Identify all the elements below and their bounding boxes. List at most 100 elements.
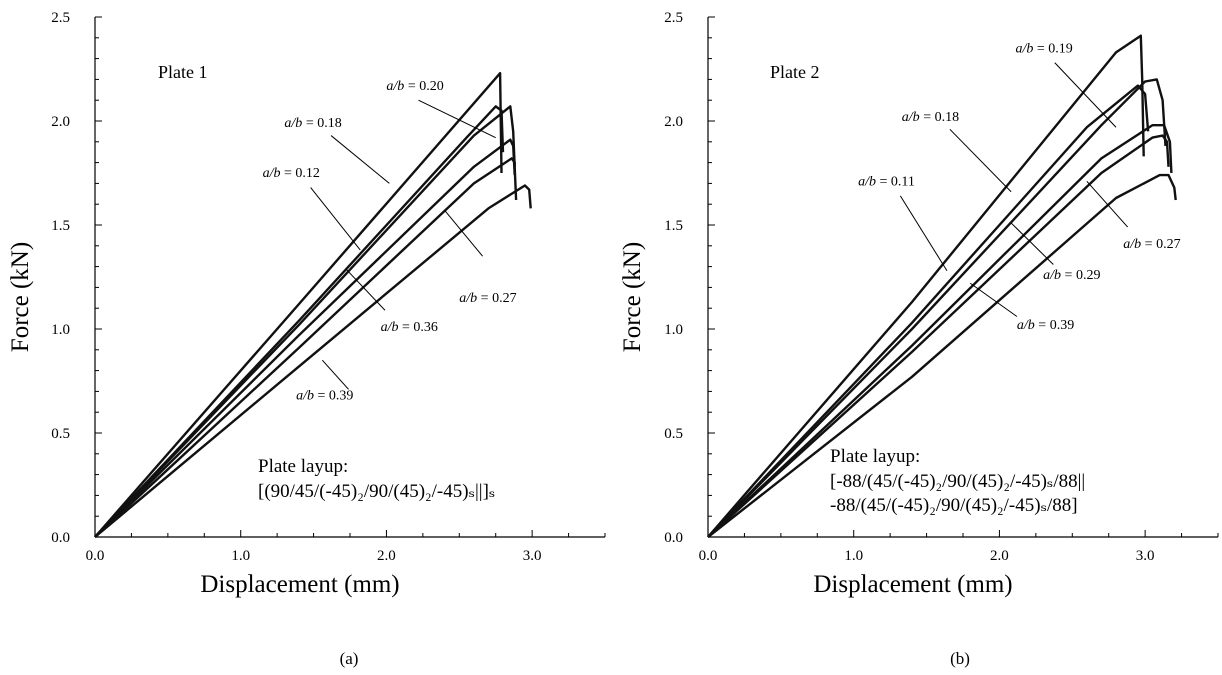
annotation-value: 0.19: [1048, 41, 1073, 56]
x-axis-title: Displacement (mm): [813, 571, 1012, 598]
annotation-ratio: a/b: [263, 166, 281, 181]
layup-sequence-line-2: -88/(45/(-45)₂/90/(45)₂/-45)ₛ/88]: [830, 495, 1078, 516]
annotation-label: a/b = 0.18: [284, 116, 341, 131]
annotation-equals: =: [477, 291, 492, 306]
y-tick-label: 0.0: [51, 530, 70, 546]
annotation-label: a/b = 0.18: [902, 110, 959, 125]
annotation-ratio: a/b: [858, 174, 876, 189]
x-tick-label: 0.0: [86, 548, 105, 564]
annotation-leader: [969, 282, 1018, 317]
x-tick-label: 3.0: [523, 548, 542, 564]
annotation-equals: =: [398, 320, 413, 335]
annotation-equals: =: [302, 116, 317, 131]
annotation-value: 0.18: [935, 110, 960, 125]
annotation-leader: [418, 99, 496, 139]
annotation-value: 0.20: [419, 79, 444, 94]
series-line-0-36: [94, 157, 516, 538]
annotation-value: 0.12: [295, 166, 320, 181]
annotation-label: a/b = 0.12: [263, 166, 320, 181]
annotation-value: 0.27: [1156, 237, 1181, 252]
annotation-equals: =: [1141, 237, 1156, 252]
panel-caption: (b): [950, 649, 970, 668]
annotation-equals: =: [314, 389, 329, 404]
annotation-leader: [321, 359, 349, 390]
annotation-value: 0.39: [329, 389, 354, 404]
annotation-ratio: a/b: [459, 291, 477, 306]
y-axis-title: Force (kN): [7, 242, 34, 352]
panel-a: 0.0 1.0 2.0 3.0 0.0 0.5 1.0 1.5 2.0 2.5 Displaceme…: [7, 10, 606, 668]
annotation-value: 0.39: [1050, 318, 1075, 333]
y-axis-title: Force (kN): [619, 242, 646, 352]
annotation-leader: [899, 195, 948, 272]
annotation-equals: =: [1035, 318, 1050, 333]
annotation-ratio: a/b: [902, 110, 920, 125]
y-tick-label: 0.5: [664, 426, 683, 442]
annotation-label: a/b = 0.11: [858, 174, 915, 189]
x-axis-title: Displacement (mm): [200, 571, 399, 598]
y-tick-label: 2.0: [664, 114, 683, 130]
y-tick-label: 1.0: [664, 322, 683, 338]
annotation-ratio: a/b: [386, 79, 404, 94]
annotation-equals: =: [1033, 41, 1048, 56]
layup-title: Plate layup:: [258, 456, 348, 477]
series-line-0-12: [94, 105, 518, 538]
annotation-value: 0.29: [1076, 268, 1101, 283]
series-line-0-39: [94, 184, 532, 538]
plate-label: Plate 1: [158, 62, 208, 82]
series-line-0-18: [94, 105, 505, 538]
annotation-equals: =: [876, 174, 891, 189]
series-line-0-19: [707, 84, 1150, 538]
series-line-0-27: [94, 138, 516, 538]
y-tick-label: 2.5: [664, 10, 683, 26]
x-tick-label: 3.0: [1136, 548, 1155, 564]
x-tick-label: 1.0: [231, 548, 250, 564]
annotation-ratio: a/b: [1123, 237, 1141, 252]
x-tick-label: 0.0: [699, 548, 718, 564]
series-line-0-18: [707, 78, 1167, 538]
annotation-ratio: a/b: [381, 320, 399, 335]
annotation-leader: [1086, 180, 1129, 228]
annotation-label: a/b = 0.19: [1015, 41, 1072, 56]
annotation-value: 0.18: [317, 116, 342, 131]
y-tick-label: 1.5: [664, 218, 683, 234]
annotation-label: a/b = 0.36: [381, 320, 438, 335]
annotation-label: a/b = 0.39: [1017, 318, 1074, 333]
annotation-equals: =: [404, 79, 419, 94]
layup-title: Plate layup:: [830, 446, 920, 467]
y-tick-label: 2.0: [51, 114, 70, 130]
x-tick-label: 2.0: [990, 548, 1009, 564]
y-tick-label: 1.0: [51, 322, 70, 338]
annotation-leader: [444, 210, 483, 257]
annotation-leader: [330, 135, 390, 184]
annotation-label: a/b = 0.27: [459, 291, 516, 306]
series-line-0-39: [707, 173, 1177, 538]
plate-label: Plate 2: [770, 62, 820, 82]
annotation-ratio: a/b: [284, 116, 302, 131]
x-tick-label: 2.0: [377, 548, 396, 564]
annotation-leader: [345, 268, 386, 311]
layup-sequence-line-1: [(90/45/(-45)₂/90/(45)₂/-45)ₛ||]ₛ: [258, 481, 495, 502]
annotation-leader: [1010, 222, 1054, 265]
series-line-0-27: [707, 124, 1173, 538]
annotation-label: a/b = 0.29: [1043, 268, 1100, 283]
y-tick-label: 2.5: [51, 10, 70, 26]
y-tick-label: 0.0: [664, 530, 683, 546]
annotation-equals: =: [920, 110, 935, 125]
annotation-leader: [1054, 62, 1117, 128]
annotation-ratio: a/b: [296, 389, 314, 404]
annotation-ratio: a/b: [1017, 318, 1035, 333]
y-tick-label: 1.5: [51, 218, 70, 234]
annotation-label: a/b = 0.20: [386, 79, 443, 94]
layup-sequence-line-1: [-88/(45/(-45)₂/90/(45)₂/-45)ₛ/88||: [830, 471, 1085, 492]
annotation-value: 0.27: [492, 291, 517, 306]
annotation-label: a/b = 0.27: [1123, 237, 1180, 252]
x-tick-label: 1.0: [844, 548, 863, 564]
annotation-leader: [949, 128, 1012, 193]
y-tick-label: 0.5: [51, 426, 70, 442]
annotation-ratio: a/b: [1015, 41, 1033, 56]
annotation-value: 0.11: [891, 174, 915, 189]
series-line-0-29: [707, 134, 1170, 538]
annotation-ratio: a/b: [1043, 268, 1061, 283]
annotation-equals: =: [280, 166, 295, 181]
